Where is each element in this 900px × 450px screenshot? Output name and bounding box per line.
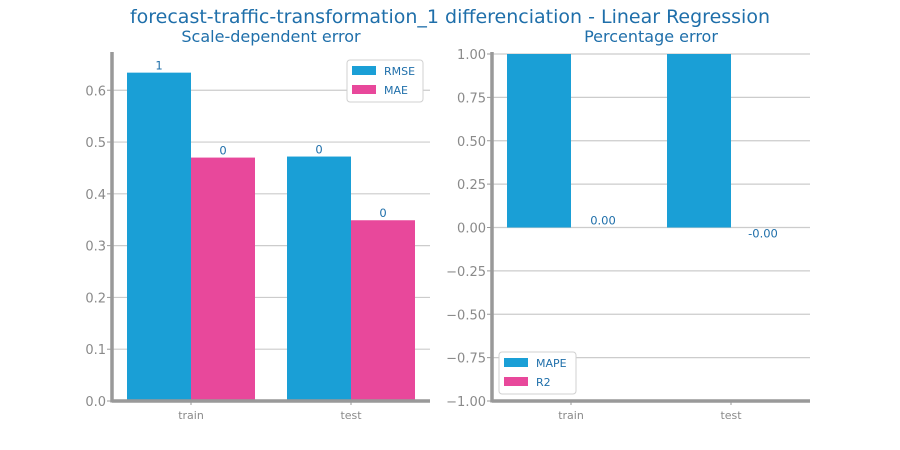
chart-title: Percentage error	[584, 27, 718, 46]
x-tick-label: test	[720, 409, 742, 422]
y-tick-label: 0.25	[457, 178, 486, 193]
y-tick-label: −1.00	[446, 395, 486, 410]
y-tick-label: 1.00	[457, 48, 486, 63]
x-tick-label: train	[178, 409, 204, 422]
data-label: 0.00	[590, 214, 616, 228]
data-label: 1	[155, 59, 162, 73]
data-label: 0	[379, 206, 386, 220]
legend-label: RMSE	[384, 65, 415, 78]
y-tick-label: −0.75	[446, 352, 486, 367]
y-tick-label: −0.50	[446, 308, 486, 323]
data-label: -0.00	[748, 227, 778, 241]
bar-rmse-train	[127, 72, 191, 401]
legend-swatch	[352, 85, 376, 94]
x-tick-label: train	[558, 409, 584, 422]
x-tick-label: test	[340, 409, 362, 422]
y-tick-label: 0.3	[85, 240, 106, 255]
y-tick-label: 0.5	[85, 136, 106, 151]
y-tick-label: 0.4	[85, 188, 106, 203]
y-tick-label: 0.75	[457, 91, 486, 106]
legend-swatch	[504, 358, 528, 367]
y-tick-label: 0.6	[85, 84, 106, 99]
legend-label: R2	[536, 376, 551, 389]
data-label: 0	[315, 143, 322, 157]
legend: MAPE R2	[498, 351, 577, 395]
y-tick-label: −0.25	[446, 265, 486, 280]
bar-mape-train	[507, 54, 571, 228]
y-tick-label: 0.50	[457, 135, 486, 150]
legend-swatch	[504, 377, 528, 386]
legend: RMSE MAE	[346, 59, 424, 103]
bar-mae-train	[191, 157, 255, 401]
data-label: 0	[219, 144, 226, 158]
legend-label: MAE	[384, 84, 408, 97]
bar-mape-test	[667, 54, 731, 228]
bar-mae-test	[351, 220, 415, 401]
y-tick-label: 0.0	[85, 395, 106, 410]
y-tick-label: 0.00	[457, 222, 486, 237]
legend-label: MAPE	[536, 357, 567, 370]
bar-rmse-test	[287, 156, 351, 401]
y-tick-label: 0.1	[85, 343, 106, 358]
figure-title: forecast-traffic-transformation_1 differ…	[129, 6, 771, 28]
y-tick-label: 0.2	[85, 291, 106, 306]
legend-swatch	[352, 66, 376, 75]
chart-title: Scale-dependent error	[181, 27, 361, 46]
